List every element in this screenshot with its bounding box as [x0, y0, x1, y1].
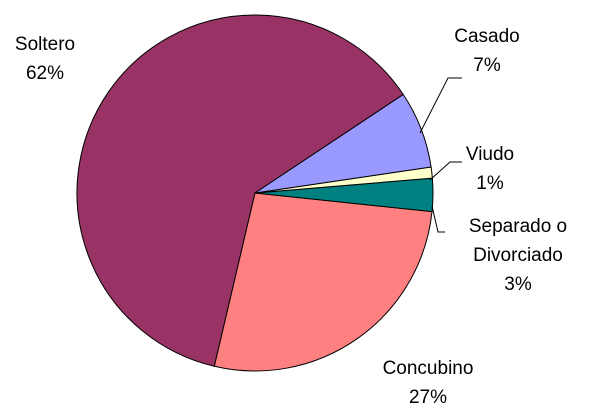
value-label: 62%	[25, 63, 65, 84]
value-label: 27%	[408, 387, 448, 408]
slice-label: Soltero 62%	[0, 30, 95, 88]
category-label: Viudo	[465, 144, 515, 165]
value-label: 7%	[473, 55, 501, 76]
category-label: Concubino	[382, 358, 474, 379]
slice-label: Viudo 1%	[450, 140, 530, 198]
value-label: 3%	[504, 274, 532, 295]
leader-line	[419, 77, 462, 134]
pie-slice	[213, 192, 433, 372]
category-label: Casado	[454, 26, 520, 47]
slice-label: Separado o Divorciado 3%	[448, 212, 588, 299]
category-label: Soltero	[14, 34, 76, 55]
value-label: 1%	[476, 173, 504, 194]
slice-label: Concubino 27%	[358, 354, 498, 412]
pie-slice	[76, 14, 404, 367]
pie-slice	[254, 93, 432, 194]
slice-label: Casado 7%	[427, 22, 547, 80]
leader-line	[429, 161, 462, 181]
leader-line	[431, 205, 445, 233]
category-label: Separado o Divorciado	[468, 216, 568, 266]
